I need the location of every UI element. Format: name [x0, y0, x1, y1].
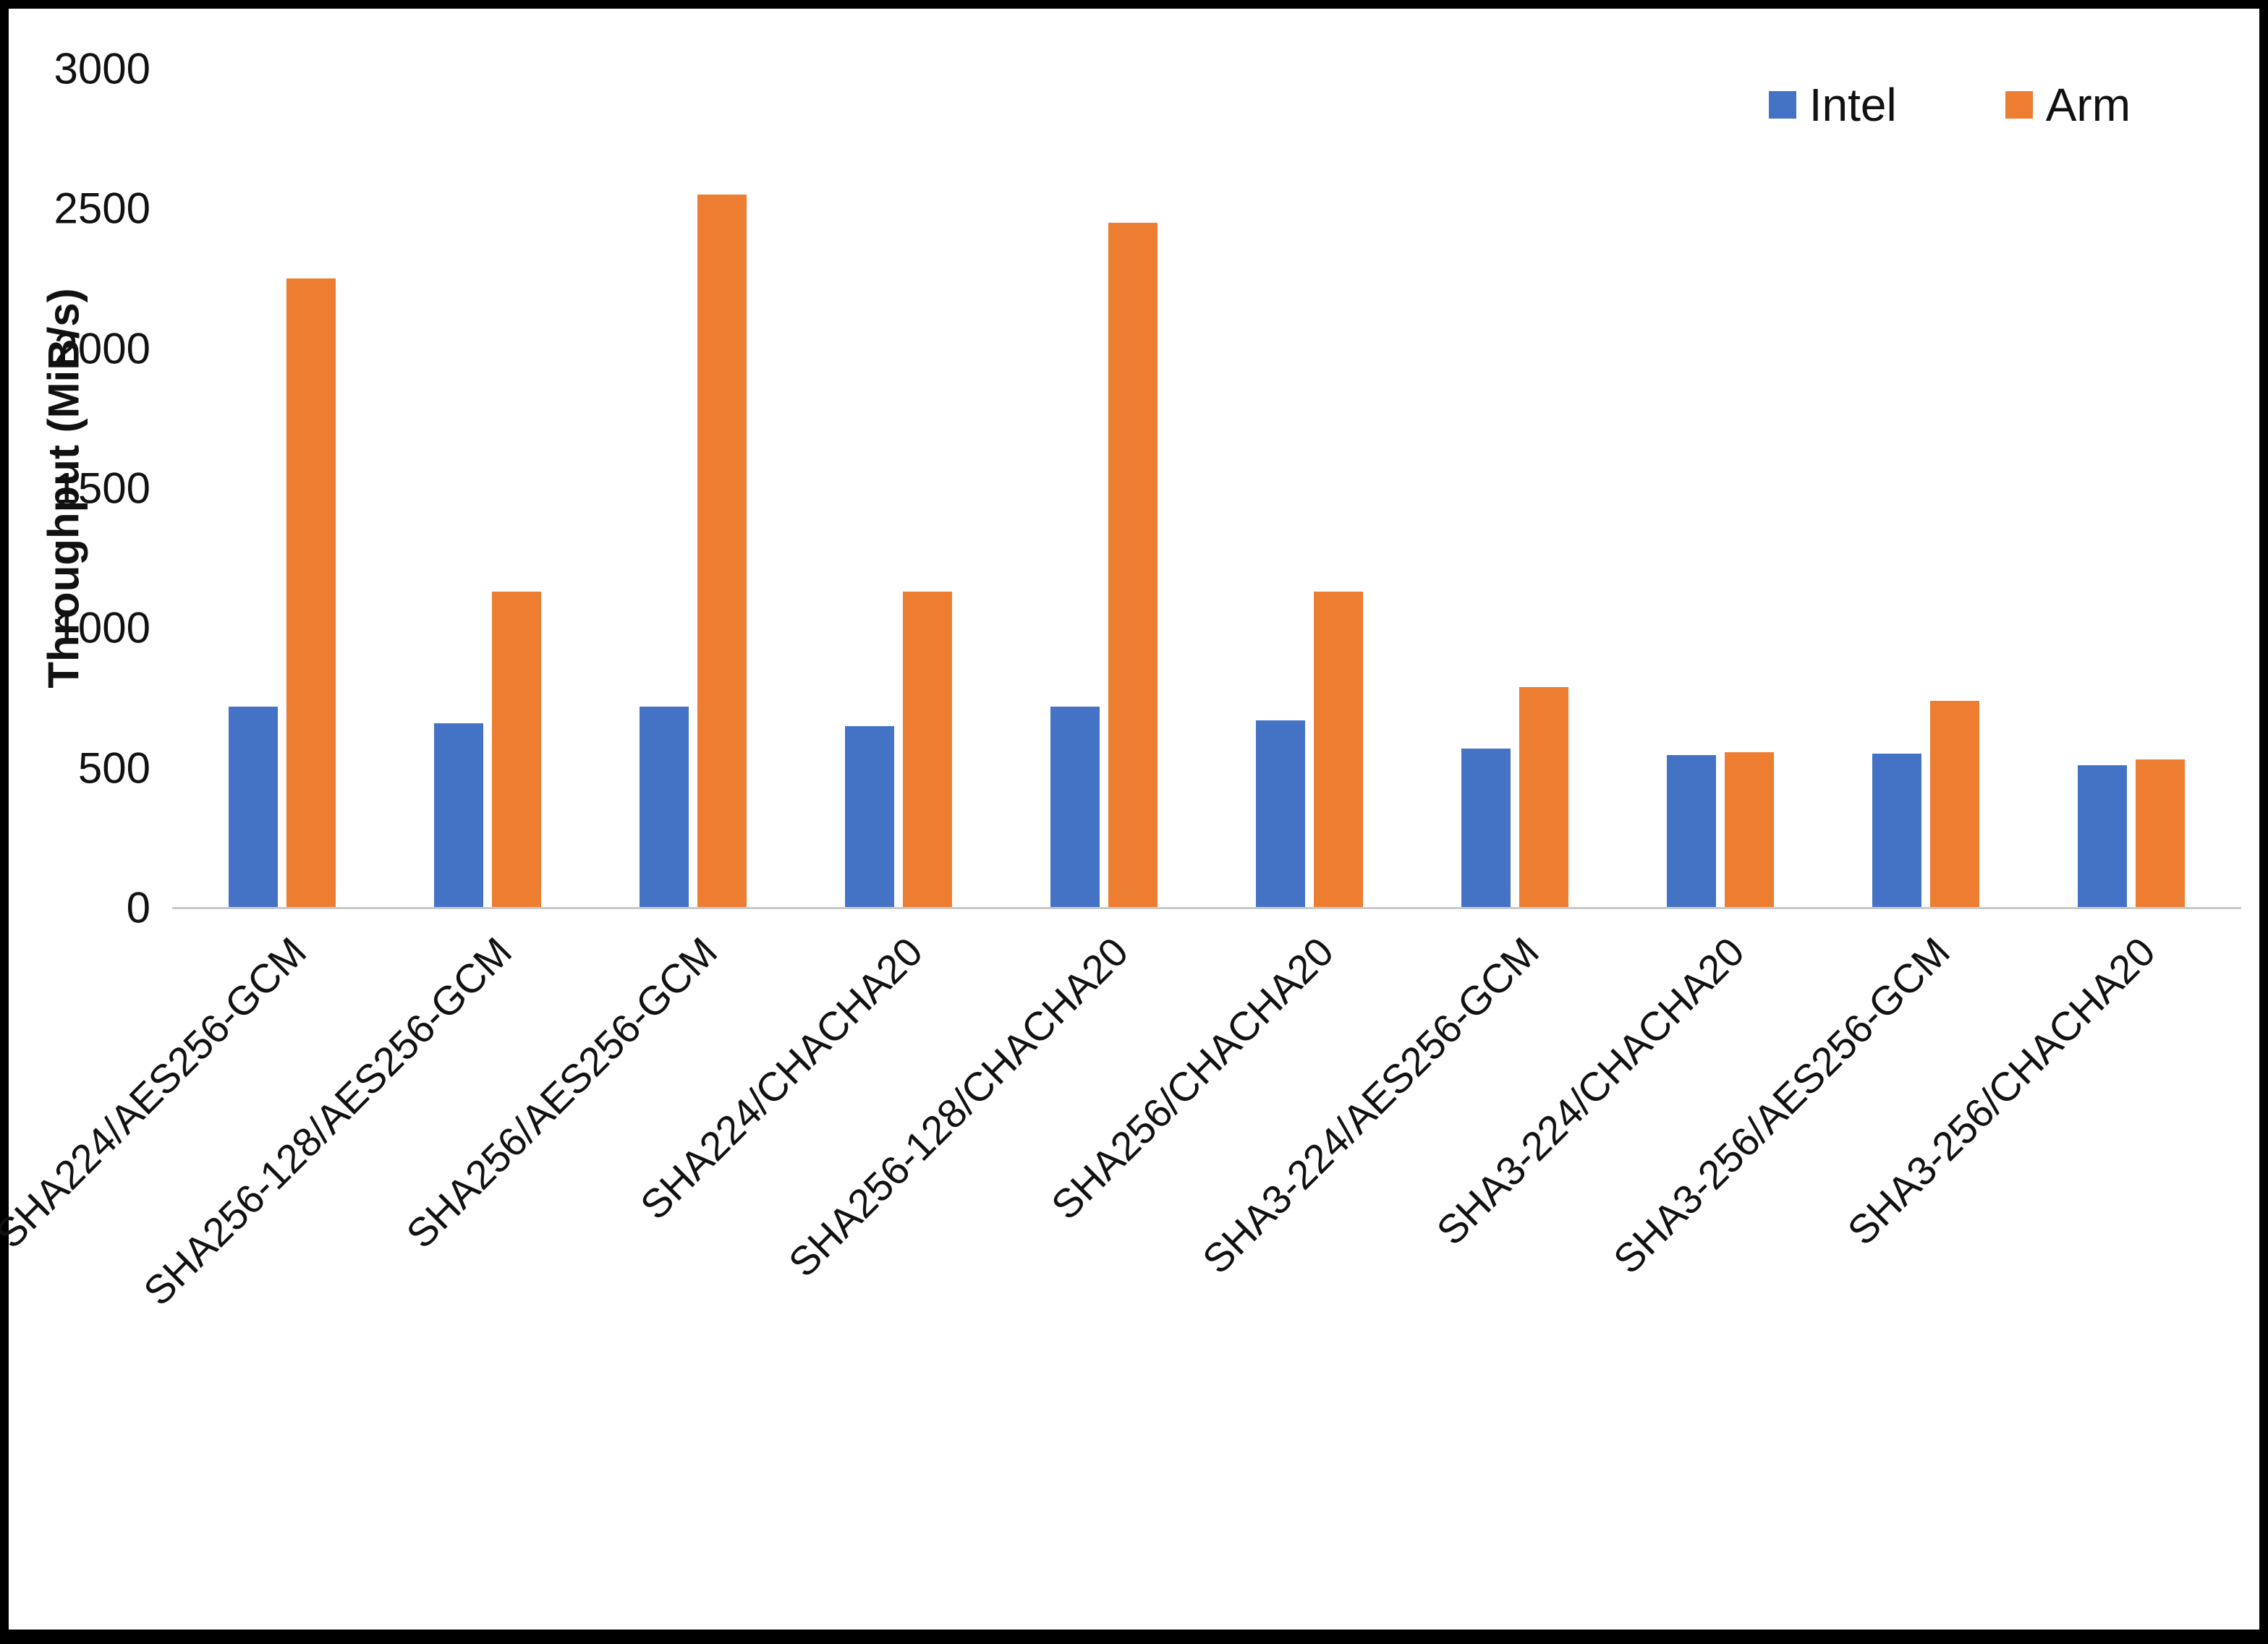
bar-group: [1412, 69, 1618, 908]
legend-label-intel: Intel: [1809, 79, 1897, 131]
legend-item-arm: Arm: [2005, 78, 2131, 132]
bar-intel: [845, 725, 894, 908]
bar-intel: [1256, 720, 1305, 908]
y-tick-label: 1500: [54, 464, 150, 513]
bar-group: [1618, 69, 1823, 908]
bar-intel: [1050, 706, 1100, 908]
bar-intel: [1667, 755, 1716, 908]
bar-group: [796, 69, 1001, 908]
y-tick-label: 500: [77, 744, 150, 793]
y-tick-label: 1000: [54, 603, 150, 652]
bar-arm: [1314, 592, 1363, 908]
bar-arm: [697, 195, 747, 908]
bar-group: [590, 69, 796, 908]
legend-swatch-intel-icon: [1768, 91, 1796, 119]
bar-arm: [2136, 759, 2185, 908]
bar-intel: [1461, 748, 1511, 908]
bar-arm: [1930, 700, 1979, 908]
legend: Intel Arm: [1768, 78, 2131, 132]
bar-intel: [1872, 754, 1921, 908]
bar-group: [179, 69, 385, 908]
bar-arm: [903, 592, 952, 908]
legend-swatch-arm-icon: [2005, 91, 2033, 119]
y-tick-label: 2000: [54, 324, 150, 373]
bar-intel: [640, 706, 689, 908]
bar-intel: [229, 706, 278, 908]
bar-group: [2029, 69, 2234, 908]
x-axis-line: [172, 907, 2241, 909]
bars-container: [179, 69, 2234, 908]
bar-arm: [492, 592, 541, 908]
y-tick-label: 0: [126, 883, 150, 932]
bar-group: [1207, 69, 1412, 908]
bar-arm: [286, 278, 336, 908]
bar-group: [1823, 69, 2029, 908]
bar-group: [1001, 69, 1207, 908]
plot-area: 0 500 1000 1500 2000 2500 3000 SHA224/AES256-G…: [0, 45, 2241, 1314]
y-tick-label: 3000: [54, 44, 150, 93]
bar-arm: [1108, 222, 1158, 908]
bar-intel: [434, 723, 483, 908]
bar-group: [385, 69, 590, 908]
y-tick-label: 2500: [54, 184, 150, 233]
bar-intel: [2078, 764, 2127, 908]
bar-arm: [1725, 752, 1774, 908]
bar-arm: [1519, 686, 1568, 908]
legend-label-arm: Arm: [2045, 79, 2131, 131]
legend-item-intel: Intel: [1768, 78, 1897, 132]
